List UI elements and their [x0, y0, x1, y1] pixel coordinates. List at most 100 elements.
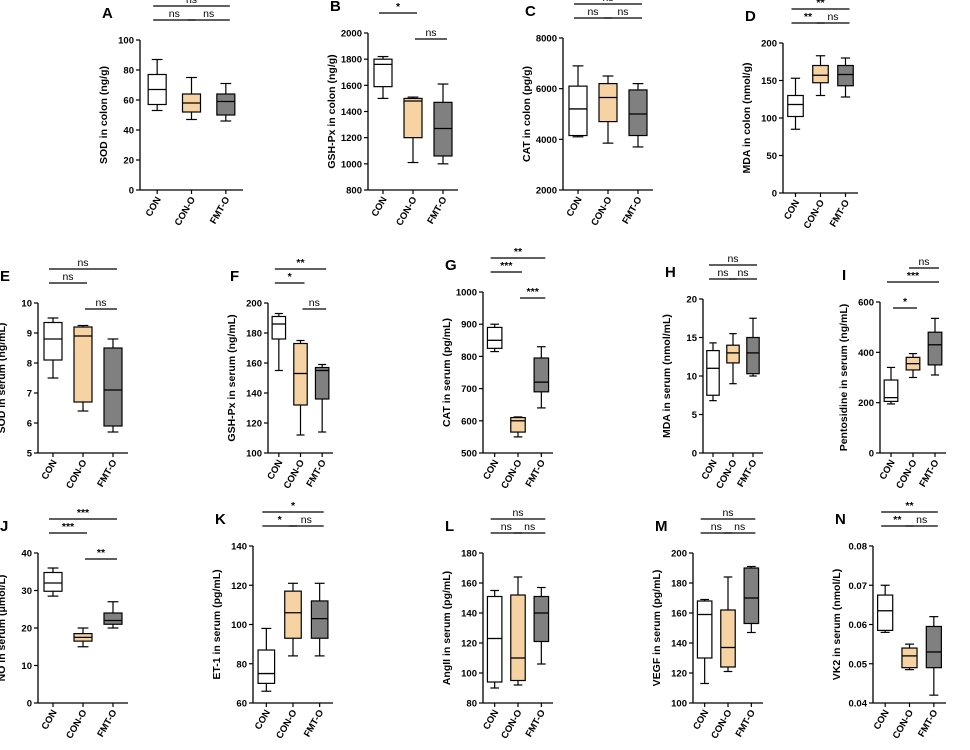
y-tick-label: 1600	[341, 81, 362, 92]
y-tick-label: 0	[692, 449, 697, 460]
panel-label-l: L	[445, 518, 454, 535]
box-iqr	[433, 101, 453, 157]
y-tick-label: 1200	[341, 133, 362, 144]
panel-g: G CAT in serum (pg/mL) 500 600 700 800 900 1000…	[441, 246, 553, 491]
significance-label: ns	[95, 297, 106, 309]
y-axis-label-i: Pentosidine in serum (ng/mL)	[838, 304, 850, 452]
x-tick-label: CON-O	[891, 708, 916, 741]
x-tick-label: CON	[144, 195, 164, 219]
box-c-fmt-o	[628, 82, 648, 148]
x-tick-label: FMT-O	[302, 708, 326, 739]
y-tick-label: 8000	[536, 34, 557, 45]
box-iqr	[510, 416, 526, 433]
y-tick-label: 80	[123, 66, 134, 77]
box-iqr	[486, 595, 503, 683]
panel-label-e: E	[0, 268, 10, 285]
box-e-con	[43, 317, 63, 379]
panel-m: M VEGF in serum (pg/mL) 100 120 140 160 180 200…	[651, 507, 763, 741]
y-tick-label: 100	[246, 449, 262, 460]
significance-bracket: **	[881, 514, 914, 527]
y-tick-label: 5	[27, 449, 33, 460]
significance-bracket: *	[262, 514, 297, 527]
box-b-fmt-o	[433, 83, 453, 165]
panel-label-d: D	[745, 8, 756, 25]
significance-label: ns	[918, 256, 929, 268]
significance-bracket: ns	[604, 6, 642, 19]
significance-bracket: **	[274, 257, 327, 270]
significance-bracket: **	[791, 11, 825, 24]
x-tick-label: CON	[40, 708, 60, 732]
y-tick-label: 15	[686, 333, 697, 344]
box-iqr	[598, 82, 618, 123]
y-tick-label: 10	[21, 299, 32, 310]
y-tick-label: 60	[123, 96, 134, 107]
box-iqr	[743, 567, 760, 625]
y-axis-label-h: MDA in serum (nmol/mL)	[661, 314, 673, 438]
x-tick-label: FMT-O	[735, 458, 759, 489]
box-i-con	[883, 366, 899, 405]
box-f-con-o	[293, 339, 308, 436]
box-h-fmt-o	[746, 317, 760, 377]
box-iqr	[812, 64, 829, 84]
x-tick-label: FMT-O	[524, 458, 548, 489]
box-b-con-o	[403, 96, 423, 164]
significance-bracket: *	[274, 271, 305, 284]
significance-label: ns	[203, 8, 214, 20]
x-tick-label: CON	[691, 708, 711, 732]
box-e-fmt-o	[103, 338, 123, 433]
x-tick-label: FMT-O	[304, 458, 328, 489]
y-axis-label-b: GSH-Px in colon (ng/g)	[326, 54, 338, 168]
significance-label: **	[816, 0, 825, 9]
y-tick-label: 140	[671, 639, 687, 650]
significance-label: ns	[587, 6, 598, 18]
box-h-con	[706, 342, 720, 402]
significance-label: ns	[501, 521, 512, 533]
box-m-con-o	[720, 576, 736, 673]
x-tick-label: CON-O	[894, 458, 919, 491]
box-iqr	[720, 609, 736, 668]
panel-d: D MDA in colon (nmol/g) 0 50 100 150 200 CON CON…	[741, 0, 858, 231]
box-l-con	[486, 589, 503, 689]
x-tick-label: CON-O	[499, 458, 524, 491]
box-d-con-o	[812, 55, 829, 97]
significance-bracket: ns	[724, 521, 756, 534]
significance-bracket: ns	[153, 0, 230, 7]
y-tick-label: 10	[21, 661, 32, 672]
y-tick-label: 900	[461, 320, 477, 331]
y-tick-label: 20	[21, 624, 32, 635]
x-tick-label: FMT-O	[620, 195, 644, 226]
panel-a: A SOD in colon (ng/g) 0 20 40 60 80 100 CON CON-O…	[98, 0, 243, 228]
significance-label: *	[278, 514, 283, 526]
panel-label-a: A	[102, 5, 113, 22]
box-d-fmt-o	[837, 57, 854, 98]
box-j-con	[43, 567, 63, 597]
y-tick-label: 150	[761, 76, 777, 87]
y-tick-label: 6000	[536, 84, 557, 95]
y-tick-label: 80	[466, 699, 477, 710]
y-tick-label: 20	[686, 295, 697, 306]
box-i-con-o	[905, 352, 921, 379]
x-tick-label: CON	[370, 195, 390, 219]
y-tick-label: 120	[246, 419, 262, 430]
y-tick-label: 180	[671, 579, 687, 590]
significance-label: ns	[717, 267, 728, 279]
box-j-fmt-o	[103, 601, 123, 629]
significance-bracket: ***	[490, 260, 522, 273]
box-iqr	[103, 347, 123, 427]
significance-bracket: ns	[85, 297, 117, 310]
y-tick-label: 160	[461, 579, 477, 590]
significance-label: ***	[907, 270, 920, 282]
significance-label: *	[396, 1, 401, 13]
x-tick-label: CON-O	[282, 458, 307, 491]
significance-label: ns	[617, 6, 628, 18]
y-tick-label: 40	[21, 549, 32, 560]
box-k-fmt-o	[310, 582, 329, 657]
y-tick-label: 0.06	[849, 620, 868, 631]
panel-label-n: N	[835, 511, 846, 528]
significance-label: ns	[734, 521, 745, 533]
x-tick-label: CON	[878, 458, 898, 482]
y-tick-label: 1400	[341, 107, 362, 118]
significance-label: ns	[916, 514, 927, 526]
